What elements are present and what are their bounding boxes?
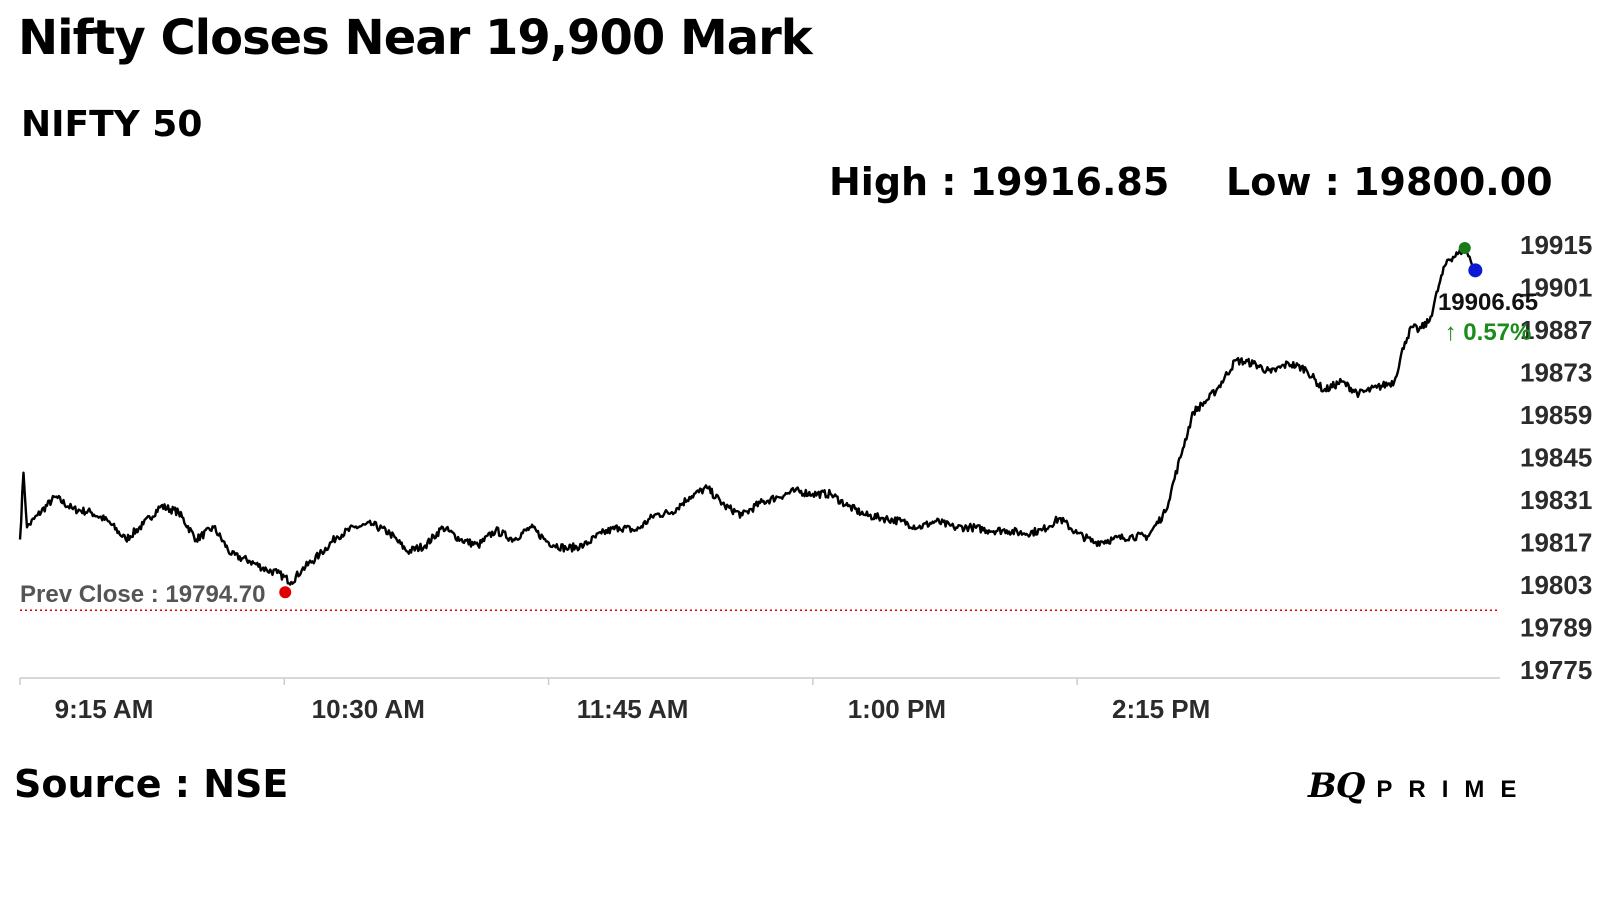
bq-prime-logo: BQ PRIME <box>1308 766 1532 806</box>
x-tick-label: 2:15 PM <box>1112 694 1210 724</box>
y-tick-label: 19845 <box>1520 443 1592 473</box>
x-tick-label: 11:45 AM <box>577 694 689 724</box>
y-tick-label: 19915 <box>1520 230 1592 260</box>
x-tick-label: 1:00 PM <box>848 694 946 724</box>
chart-subtitle: NIFTY 50 <box>21 104 203 145</box>
x-tick-label: 9:15 AM <box>55 694 154 724</box>
prev-close-marker <box>279 586 292 599</box>
y-tick-label: 19817 <box>1520 528 1592 558</box>
price-line <box>18 245 1477 586</box>
y-tick-label: 19775 <box>1520 655 1592 685</box>
last-value-label: 19906.65 <box>1438 289 1538 316</box>
y-tick-label: 19859 <box>1520 400 1592 430</box>
y-tick-label: 19887 <box>1520 315 1592 345</box>
logo-bq-text: BQ <box>1308 766 1365 806</box>
source-note: Source : NSE <box>14 762 289 806</box>
x-tick-label: 10:30 AM <box>312 694 425 724</box>
prev-close-label: Prev Close : 19794.70 <box>20 581 266 608</box>
y-tick-label: 19789 <box>1520 613 1592 643</box>
day-low-label: Low : 19800.00 <box>1226 160 1553 204</box>
day-high-label: High : 19916.85 <box>829 160 1170 204</box>
day-high-marker <box>1458 242 1471 255</box>
logo-prime-text: PRIME <box>1376 776 1533 803</box>
y-tick-label: 19831 <box>1520 485 1592 515</box>
y-tick-label: 19803 <box>1520 570 1592 600</box>
last-value-marker <box>1468 263 1483 278</box>
y-tick-label: 19873 <box>1520 358 1592 388</box>
y-tick-label: 19901 <box>1520 273 1592 303</box>
chart-title: Nifty Closes Near 19,900 Mark <box>18 10 813 66</box>
change-percent-label: ↑ 0.57% <box>1445 319 1532 346</box>
